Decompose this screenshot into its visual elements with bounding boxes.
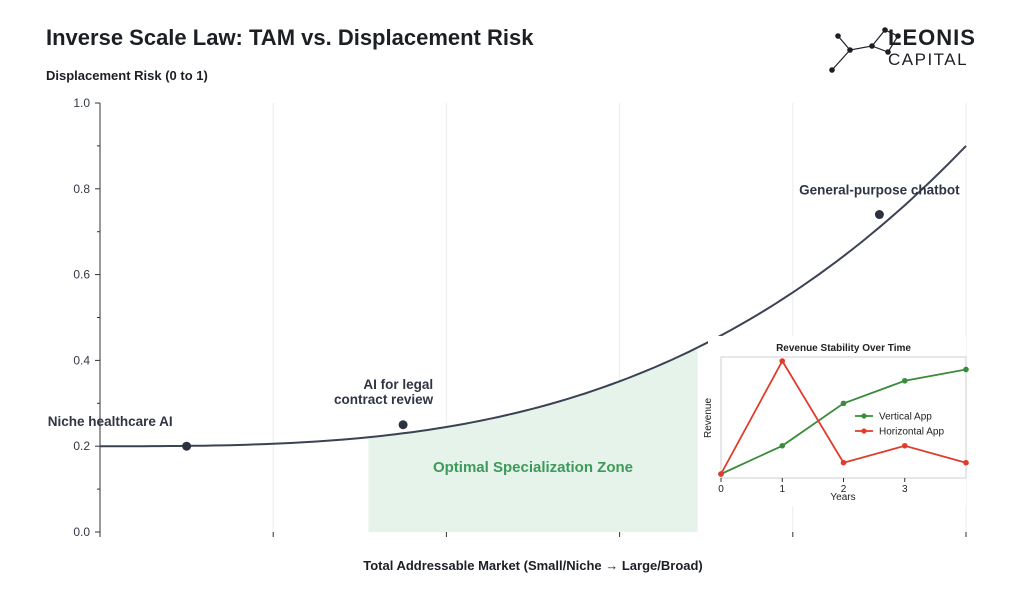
logo-text-leonis: LEONIS [888,25,976,50]
data-point [398,420,408,430]
y-tick-label: 0.8 [73,182,90,196]
inset-series-point [901,442,908,449]
inset-legend-label: Vertical App [879,412,932,423]
inset-x-tick-label: 2 [841,484,847,495]
leonis-capital-logo: LEONIS CAPITAL [829,25,976,73]
optimal-zone-fill [368,347,698,532]
y-tick-label: 0.6 [73,268,90,282]
risk-curve [100,145,967,448]
inset-series-point [963,366,969,373]
main-curve [100,145,967,448]
inset-x-tick-label: 1 [779,484,785,495]
inset-series-point [963,459,969,466]
inset-title: Revenue Stability Over Time [776,343,911,354]
y-tick-label: 0.2 [73,439,90,453]
y-tick-label: 0.4 [73,353,90,367]
inset-legend-label: Horizontal App [879,427,944,438]
inset-chart: Revenue Stability Over Time 0 1 2 3 Years Reve… [703,336,969,506]
constellation-icon [829,27,901,73]
y-tick-label: 1.0 [73,96,90,110]
inset-series-point [779,358,786,364]
x-axis-label: Total Addressable Market (Small/Niche → … [363,558,703,573]
data-point [182,441,192,451]
optimal-zone: Optimal Specialization Zone [368,347,698,532]
inset-legend-marker [861,413,867,419]
data-point-label: AI for legal contract review [334,377,434,407]
logo-text-capital: CAPITAL [888,50,968,69]
inset-legend-marker [861,428,867,434]
inset-series-point [901,377,908,384]
chart-title: Inverse Scale Law: TAM vs. Displacement … [46,25,534,50]
inset-x-tick-label: 0 [718,484,724,495]
main-points: Niche healthcare AI AI for legal contract … [48,183,960,451]
inset-series-point [840,459,847,466]
optimal-zone-label: Optimal Specialization Zone [433,459,633,476]
y-tick-label: 0.0 [73,525,90,539]
main-axes: 0.0 0.2 0.4 0.6 0.8 1.0 [73,96,967,539]
data-point [874,210,884,220]
inset-x-axis-label: Years [830,492,855,503]
inset-series-point [840,400,847,407]
inset-y-axis-label: Revenue [703,398,714,438]
inset-series-point [779,442,786,449]
y-axis-label: Displacement Risk (0 to 1) [46,68,208,83]
data-point-label: General-purpose chatbot [799,183,960,198]
inset-series-point [718,471,724,477]
data-point-label: Niche healthcare AI [48,414,173,429]
inset-x-tick-label: 3 [902,484,908,495]
